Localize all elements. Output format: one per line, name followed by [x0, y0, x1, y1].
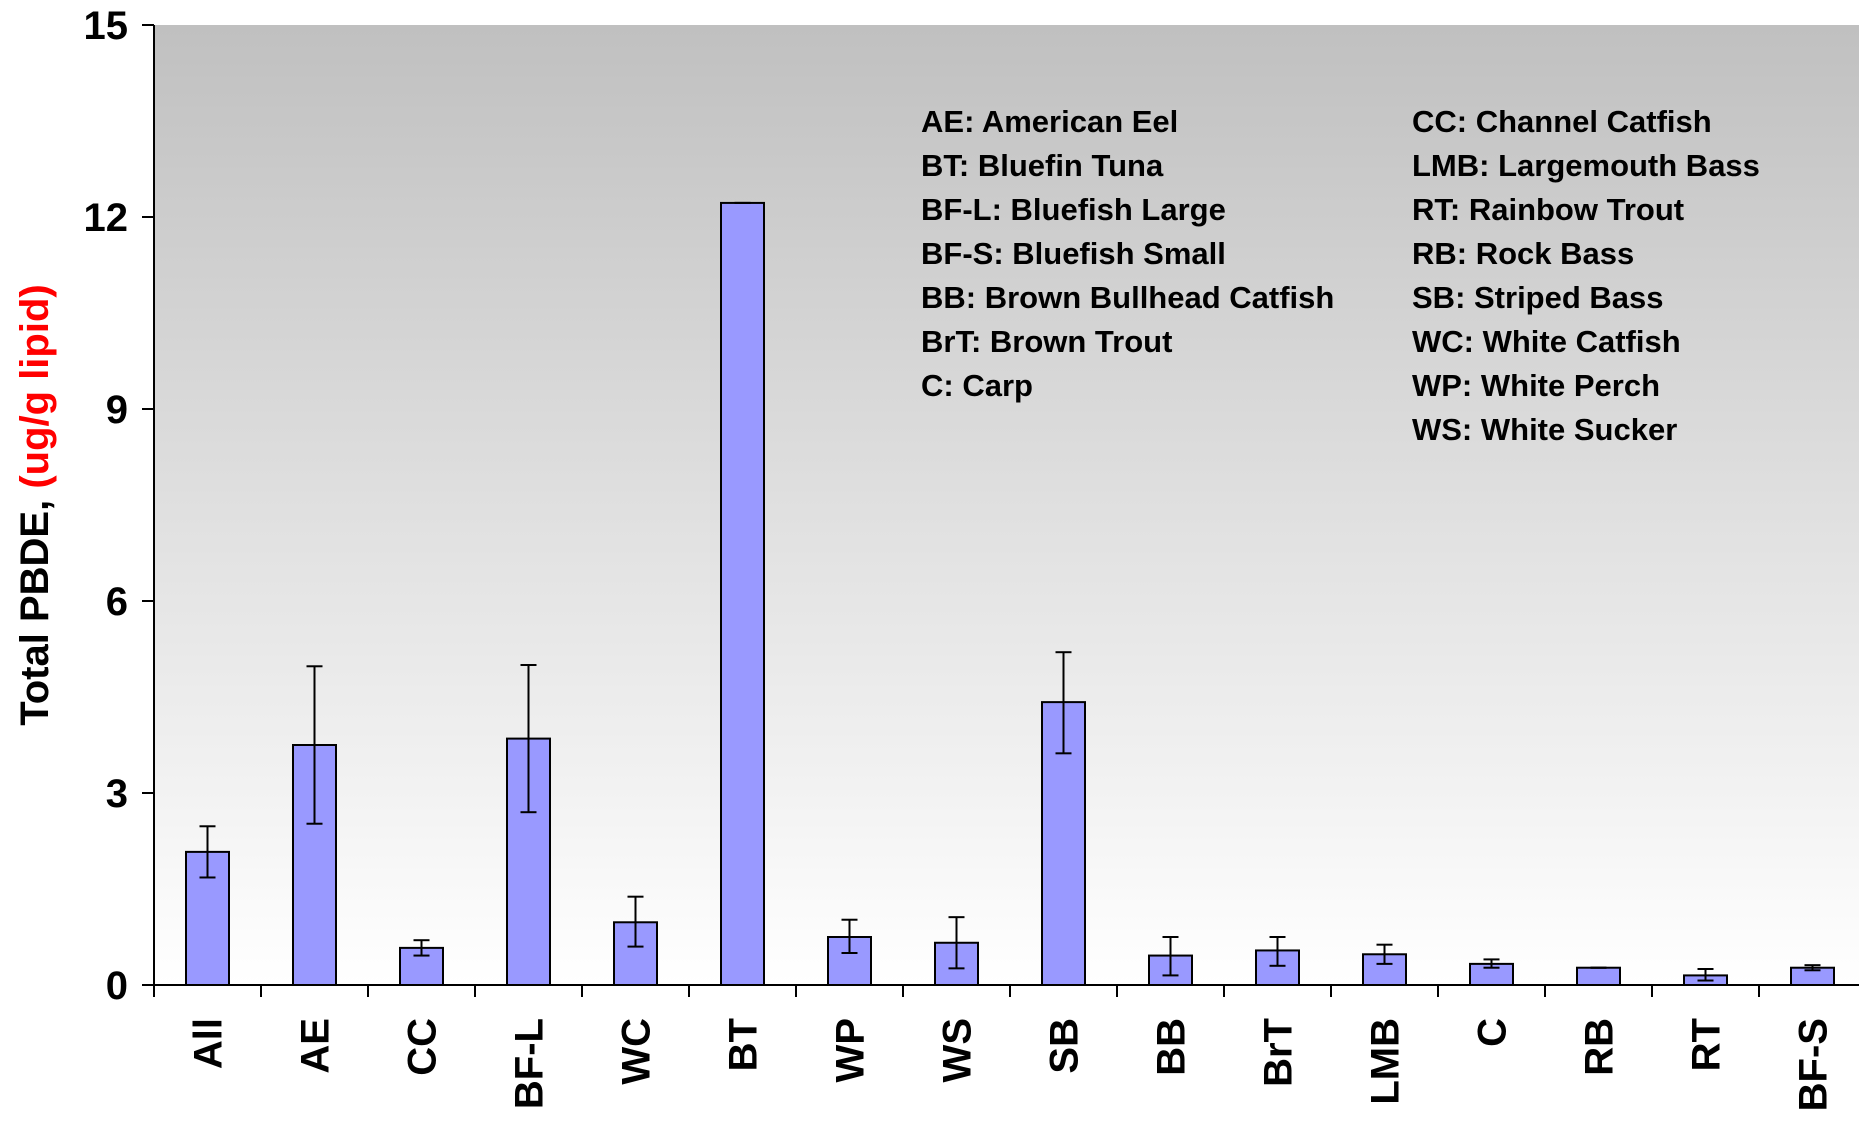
x-category-label: WS [936, 1018, 980, 1082]
bar [720, 201, 765, 987]
x-category-label: BF-S [1792, 1018, 1836, 1111]
y-tick-label: 12 [84, 196, 129, 240]
error-bar [413, 939, 430, 957]
legend-entry: CC: Channel Catfish [1412, 104, 1712, 139]
error-bar [627, 895, 644, 948]
error-bar [520, 664, 537, 814]
legend-entry: LMB: Largemouth Bass [1412, 148, 1760, 183]
legend-column-right: CC: Channel Catfish LMB: Largemouth Bass… [1412, 104, 1760, 447]
bar [1576, 966, 1621, 986]
legend-entry: SB: Striped Bass [1412, 280, 1664, 315]
x-category-label: WP [829, 1018, 873, 1082]
x-category-label: C [1471, 1018, 1515, 1047]
x-category-label: SB [1043, 1018, 1087, 1074]
error-bar [1269, 936, 1286, 967]
error-bar [1483, 958, 1500, 969]
legend: AE: American Eel BT: Bluefin Tuna BF-L: … [921, 104, 1760, 447]
legend-entry: RT: Rainbow Trout [1412, 192, 1684, 227]
error-bar [1804, 964, 1821, 972]
error-bar [199, 825, 216, 879]
legend-entry: BF-L: Bluefish Large [921, 192, 1226, 227]
x-category-label: CC [401, 1018, 445, 1076]
x-category-label: BF-L [508, 1018, 552, 1109]
x-category-label: RB [1578, 1018, 1622, 1076]
legend-column-left: AE: American Eel BT: Bluefin Tuna BF-L: … [921, 104, 1334, 403]
legend-entry: BT: Bluefin Tuna [921, 148, 1164, 183]
legend-entry: C: Carp [921, 368, 1033, 403]
error-bar [1376, 943, 1393, 965]
x-category-label: RT [1685, 1018, 1729, 1071]
legend-entry: BF-S: Bluefish Small [921, 236, 1226, 271]
y-tick-label: 0 [106, 964, 128, 1008]
y-axis-title-main: Total PBDE, [13, 489, 57, 726]
y-axis-title: Total PBDE, (ug/g lipid) [13, 284, 57, 725]
plot-area [154, 25, 1859, 985]
svg-text:Total PBDE, (ug/g lipid): Total PBDE, (ug/g lipid) [13, 284, 57, 725]
x-category-label: BrT [1257, 1018, 1301, 1087]
error-bar [1162, 936, 1179, 977]
y-tick-label: 3 [106, 772, 128, 816]
y-axis-title-unit: (ug/g lipid) [13, 284, 57, 488]
legend-entry: RB: Rock Bass [1412, 236, 1634, 271]
error-bar [1055, 651, 1072, 755]
x-category-label: LMB [1364, 1018, 1408, 1105]
y-tick-label: 9 [106, 388, 128, 432]
y-tick-label: 6 [106, 580, 128, 624]
x-category-label: BB [1150, 1018, 1194, 1076]
legend-entry: WP: White Perch [1412, 368, 1660, 403]
error-bar [1697, 968, 1714, 982]
error-bar [306, 665, 323, 825]
error-bar [841, 918, 858, 954]
legend-entry: WS: White Sucker [1412, 412, 1677, 447]
y-tick-label: 15 [84, 4, 129, 48]
x-category-label: AE [294, 1018, 338, 1074]
error-bar [948, 916, 965, 970]
legend-entry: BrT: Brown Trout [921, 324, 1172, 359]
legend-entry: AE: American Eel [921, 104, 1178, 139]
legend-entry: WC: White Catfish [1412, 324, 1681, 359]
legend-entry: BB: Brown Bullhead Catfish [921, 280, 1334, 315]
x-category-label: WC [615, 1018, 659, 1085]
x-category-label: BT [722, 1018, 766, 1071]
x-category-label: All [187, 1018, 231, 1069]
